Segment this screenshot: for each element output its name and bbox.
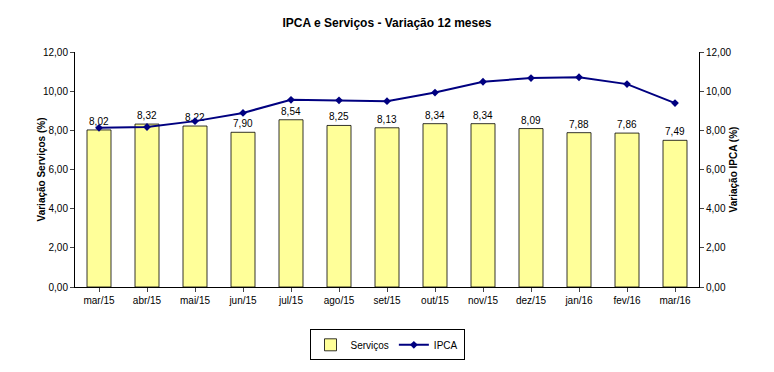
svg-text:jun/15: jun/15	[228, 295, 257, 306]
svg-text:2,00: 2,00	[706, 242, 726, 253]
svg-text:2,00: 2,00	[49, 242, 69, 253]
svg-text:6,00: 6,00	[49, 164, 69, 175]
svg-text:Variação IPCA (%): Variação IPCA (%)	[728, 127, 739, 213]
svg-text:7,88: 7,88	[569, 119, 589, 130]
svg-text:8,02: 8,02	[89, 116, 109, 127]
svg-text:IPCA: IPCA	[434, 340, 458, 351]
svg-text:8,09: 8,09	[521, 115, 541, 126]
svg-text:8,13: 8,13	[377, 114, 397, 125]
svg-text:10,00: 10,00	[706, 86, 731, 97]
svg-text:8,32: 8,32	[137, 110, 157, 121]
svg-text:8,34: 8,34	[473, 110, 493, 121]
svg-text:0,00: 0,00	[49, 282, 69, 293]
svg-text:out/15: out/15	[421, 295, 449, 306]
svg-text:8,25: 8,25	[329, 111, 349, 122]
svg-text:jan/16: jan/16	[564, 295, 593, 306]
svg-text:Variação Serviços (%): Variação Serviços (%)	[36, 118, 47, 222]
svg-text:8,34: 8,34	[425, 110, 445, 121]
svg-text:6,00: 6,00	[706, 164, 726, 175]
svg-text:12,00: 12,00	[706, 47, 731, 58]
svg-text:Serviços: Serviços	[351, 340, 389, 351]
svg-text:mai/15: mai/15	[180, 295, 210, 306]
svg-text:IPCA e Serviços - Variação 12: IPCA e Serviços - Variação 12 meses	[282, 16, 491, 30]
svg-text:mar/15: mar/15	[83, 295, 115, 306]
svg-text:jul/15: jul/15	[278, 295, 303, 306]
svg-text:nov/15: nov/15	[468, 295, 498, 306]
svg-text:ago/15: ago/15	[324, 295, 355, 306]
svg-text:4,00: 4,00	[706, 203, 726, 214]
svg-text:fev/16: fev/16	[613, 295, 641, 306]
svg-text:7,90: 7,90	[233, 118, 253, 129]
svg-text:abr/15: abr/15	[133, 295, 162, 306]
svg-text:8,22: 8,22	[185, 112, 205, 123]
svg-text:7,49: 7,49	[665, 126, 685, 137]
svg-text:8,00: 8,00	[49, 125, 69, 136]
svg-text:4,00: 4,00	[49, 203, 69, 214]
svg-text:dez/15: dez/15	[516, 295, 546, 306]
svg-text:8,54: 8,54	[281, 106, 301, 117]
svg-text:12,00: 12,00	[43, 47, 68, 58]
svg-text:mar/16: mar/16	[659, 295, 691, 306]
svg-text:0,00: 0,00	[706, 282, 726, 293]
svg-text:7,86: 7,86	[617, 119, 637, 130]
svg-text:10,00: 10,00	[43, 86, 68, 97]
svg-text:8,00: 8,00	[706, 125, 726, 136]
svg-text:set/15: set/15	[373, 295, 401, 306]
